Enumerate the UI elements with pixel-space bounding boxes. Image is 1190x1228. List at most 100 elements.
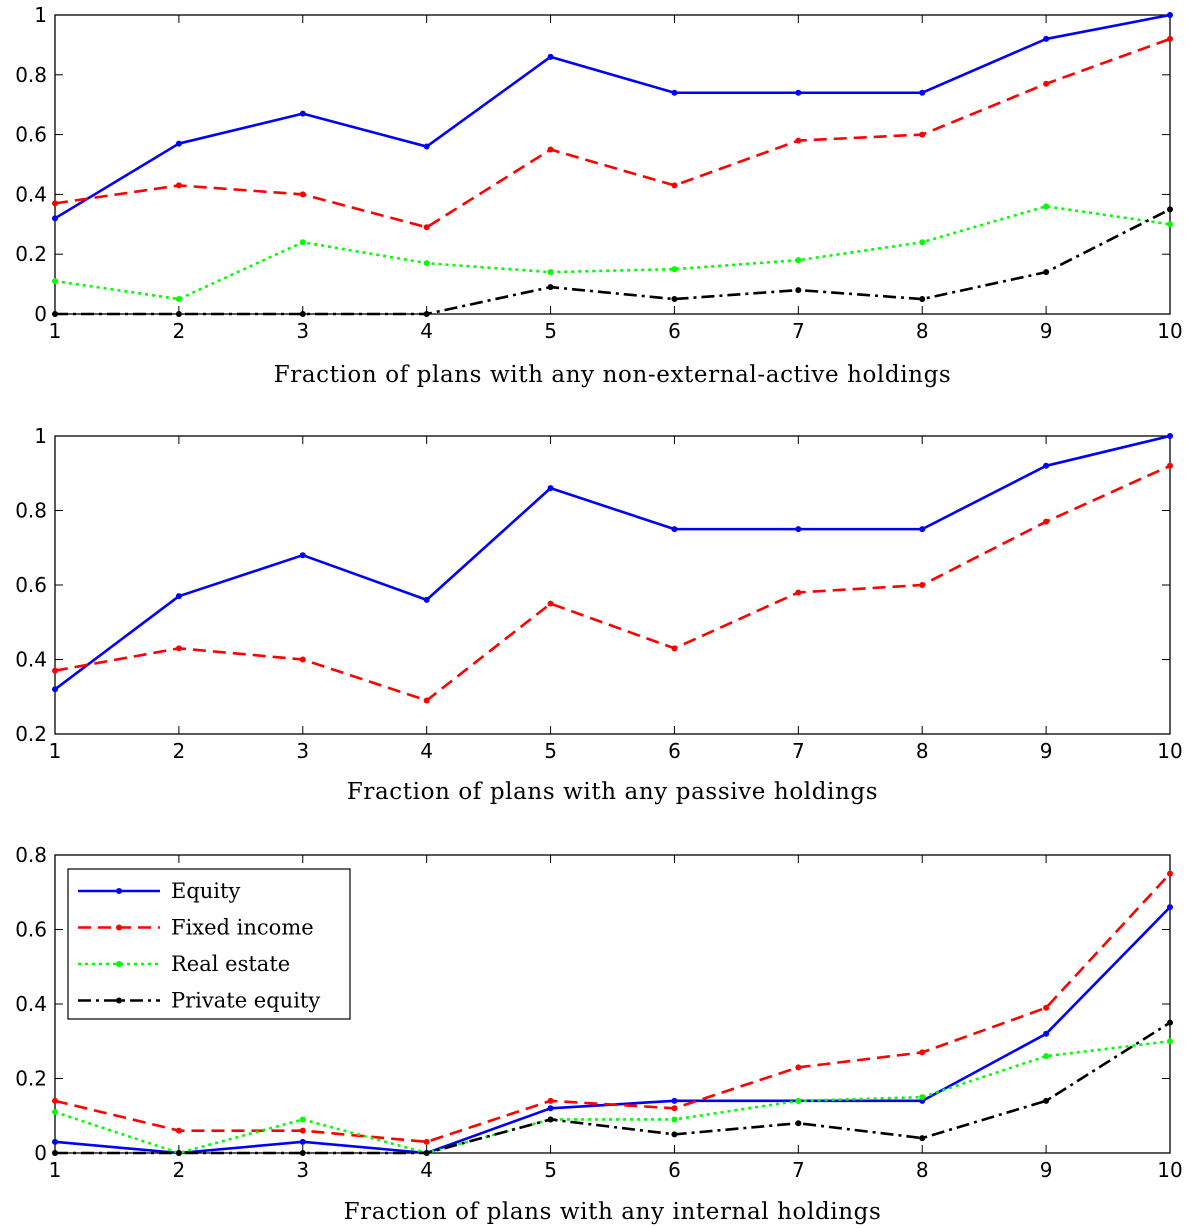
x-tick-label: 6 [668, 319, 681, 343]
data-point [299, 552, 306, 559]
data-point [175, 1127, 182, 1134]
x-tick-label: 3 [296, 319, 309, 343]
data-point [52, 1138, 58, 1145]
x-tick-label: 6 [668, 1158, 681, 1182]
data-point [423, 1138, 430, 1145]
data-point [299, 110, 306, 117]
y-tick-label: 0.8 [15, 843, 47, 867]
data-point [795, 137, 802, 144]
data-point [795, 1064, 802, 1071]
data-point [1043, 1004, 1050, 1011]
x-tick-label: 4 [420, 739, 433, 763]
data-point [52, 1150, 58, 1156]
data-point [547, 1116, 554, 1123]
data-point [423, 143, 430, 150]
data-point [52, 1097, 58, 1104]
legend-marker [116, 997, 122, 1004]
legend-label: Fixed income [171, 916, 314, 940]
series-line [54, 205, 1171, 301]
data-point [299, 1127, 306, 1134]
data-point [919, 582, 926, 588]
data-point [547, 1097, 554, 1104]
data-point [52, 311, 58, 317]
x-tick-label: 7 [792, 319, 805, 343]
data-point [795, 1097, 802, 1104]
data-point [671, 89, 678, 96]
data-point [795, 89, 802, 96]
series-fixed-income [52, 462, 1173, 704]
x-tick-label: 8 [916, 739, 929, 763]
data-point [547, 1105, 554, 1112]
data-point [52, 215, 58, 222]
series-line [54, 37, 1171, 229]
subplot-2: 1 2 3 4 5 6 7 8 9 10 0.2 0.4 0.6 0.8 1 Fraction of plan… [15, 424, 1183, 805]
y-tick-label: 0.8 [15, 499, 47, 523]
data-point [1043, 203, 1050, 210]
data-point [671, 1131, 678, 1138]
series-line [54, 434, 1171, 691]
data-point [423, 224, 430, 231]
series-fixed-income [52, 35, 1173, 231]
data-point [1167, 904, 1173, 911]
y-tick-label: 0 [34, 302, 47, 326]
data-point [1043, 518, 1050, 525]
data-point [919, 1135, 926, 1142]
data-point [52, 667, 58, 674]
data-point [1167, 12, 1173, 18]
data-point [795, 589, 802, 596]
data-point [795, 287, 802, 294]
legend-marker [116, 961, 122, 967]
x-axis-label: Fraction of plans with any internal hold… [344, 1199, 882, 1225]
data-point [299, 1116, 306, 1123]
x-tick-label: 10 [1157, 1158, 1182, 1182]
series-line [54, 464, 1171, 702]
data-point [919, 89, 926, 96]
data-point [671, 296, 678, 303]
y-tick-label: 0.6 [15, 123, 47, 147]
data-point [919, 239, 926, 246]
data-point [423, 596, 430, 603]
x-tick-label: 2 [173, 1158, 186, 1182]
x-tick-label: 4 [420, 1158, 433, 1182]
data-point [52, 200, 58, 207]
data-point [423, 697, 430, 704]
x-tick-label: 2 [173, 739, 186, 763]
x-tick-label: 5 [544, 319, 557, 343]
x-tick-label: 8 [916, 319, 929, 343]
data-point [547, 600, 554, 607]
legend-label: Equity [171, 879, 240, 903]
x-tick-label: 1 [49, 319, 62, 343]
data-point [671, 1097, 678, 1104]
subplot-1: 1 2 3 4 5 6 7 8 9 10 0 0.2 0.4 0.6 0.8 1 Fraction of pla… [15, 3, 1183, 388]
data-point [299, 1138, 306, 1145]
data-point [547, 485, 554, 492]
data-point [919, 1094, 926, 1101]
data-point [547, 146, 554, 153]
y-tick-label: 0 [34, 1141, 47, 1165]
series-line [54, 13, 1171, 220]
data-point [299, 1150, 306, 1156]
y-tick-label: 0.4 [15, 182, 47, 206]
legend: Equity Fixed income Real estate Private equ… [67, 868, 351, 1020]
data-point [1167, 462, 1173, 469]
y-tick-label: 0.8 [15, 63, 47, 87]
data-point [423, 260, 430, 267]
x-tick-label: 8 [916, 1158, 929, 1182]
series-line [54, 872, 1171, 1144]
y-tick-label: 0.2 [15, 242, 47, 266]
x-tick-label: 3 [296, 739, 309, 763]
data-point [547, 269, 554, 276]
y-tick-label: 1 [34, 3, 47, 27]
x-axis-label: Fraction of plans with any non-external-… [274, 362, 952, 388]
data-point [175, 645, 182, 652]
data-point [175, 182, 182, 189]
data-point [1043, 1030, 1050, 1037]
series-line [55, 208, 1171, 316]
y-tick-label: 0.6 [15, 573, 47, 597]
data-point [919, 296, 926, 303]
data-point [919, 526, 926, 533]
series-line [54, 1039, 1171, 1155]
data-point [175, 1150, 182, 1156]
data-point [1167, 870, 1173, 877]
data-point [299, 656, 306, 663]
